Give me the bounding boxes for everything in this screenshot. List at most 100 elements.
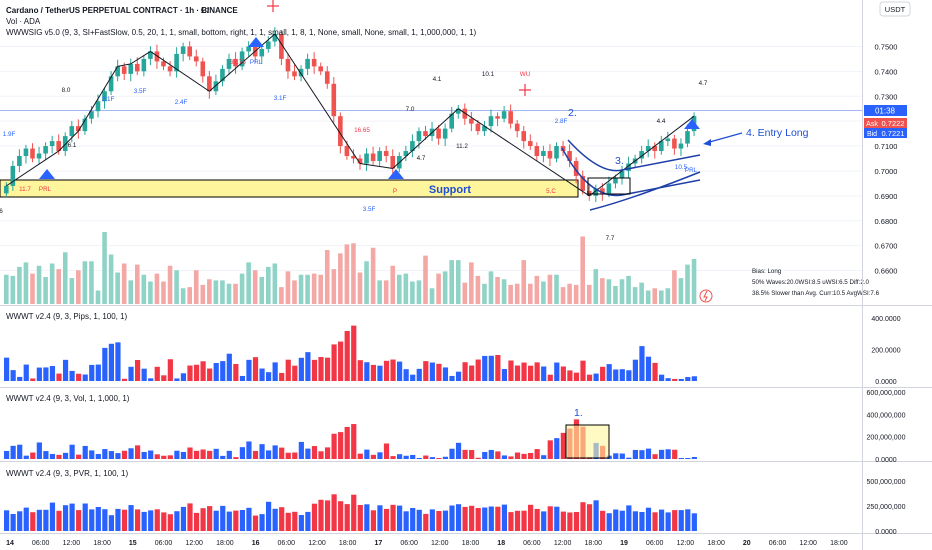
pane-bar [403, 511, 409, 531]
candle [246, 41, 251, 57]
pane-bar [30, 378, 36, 381]
pane-title: WWWT v2.4 (9, 3, PVR, 1, 100, 1) [6, 469, 128, 478]
pane-bar [121, 509, 128, 531]
pane-bar [370, 510, 376, 531]
pane-bar [351, 325, 357, 381]
pane-bar [82, 445, 88, 459]
pane-bar [423, 455, 429, 459]
candle [639, 145, 644, 164]
lightning-icon[interactable] [699, 289, 713, 303]
pane-bar [318, 451, 324, 459]
pane-bar [547, 440, 553, 459]
pane-bar [108, 451, 114, 459]
volume-bar [207, 279, 212, 304]
candle [148, 46, 153, 66]
pane-bar [135, 509, 141, 531]
pane-bar [521, 362, 527, 381]
wave-lines [6, 33, 695, 197]
pane-bar [305, 511, 311, 531]
candle [678, 138, 684, 157]
pane-bar [560, 511, 566, 531]
volume-bar [148, 281, 153, 304]
pane-bar [69, 370, 75, 381]
pane-bar [580, 502, 586, 531]
pane-bar [220, 505, 226, 531]
pane-bar [56, 454, 62, 459]
volume-bar [691, 259, 697, 304]
pane-bar [495, 451, 501, 459]
pane-bar [685, 509, 691, 531]
candle [547, 144, 553, 166]
price-tick-label: 0.7000 [875, 167, 898, 176]
volume-bar [475, 275, 481, 304]
pane-bar [469, 365, 475, 381]
candle [370, 146, 376, 165]
pane-bar [266, 501, 272, 531]
currency-button[interactable]: USDT [879, 1, 911, 17]
pane-bar [233, 363, 239, 381]
pane-bar [272, 508, 278, 531]
wave-label: 4.1 [433, 76, 442, 83]
pane-bar [95, 364, 101, 381]
pane-bar [324, 500, 331, 531]
pane-bar [475, 359, 481, 381]
time-tick-label: 18:00 [339, 540, 357, 547]
wave-segment [6, 150, 59, 187]
candle [659, 135, 664, 155]
wave-segment [588, 115, 695, 197]
time-tick-label: 06:00 [646, 540, 664, 547]
candle [488, 109, 494, 133]
pane-bar [338, 501, 344, 531]
volume-bar [593, 269, 599, 304]
pane-title: WWWT v2.4 (9, 3, Vol, 1, 1,000, 1) [6, 394, 130, 403]
candle [220, 65, 225, 87]
volume-bar [377, 280, 382, 304]
svg-text:Bias: Long: Bias: Long [752, 268, 782, 275]
time-tick-label: 06:00 [400, 540, 418, 547]
volume-bar [233, 283, 238, 304]
volume-bar [547, 274, 553, 304]
pane-bar [514, 452, 521, 459]
volume-bar [285, 271, 291, 304]
pane-bar [410, 454, 416, 459]
time-axis[interactable]: 14 06:00 12:00 18:00 15 06:00 12:00 18:00 16 06:0… [6, 540, 848, 547]
pane-bar [429, 509, 435, 531]
pane-bar [357, 360, 363, 381]
candle [475, 119, 481, 135]
volume-bar [305, 274, 310, 304]
volume-bar [23, 262, 29, 304]
pane-bar [528, 452, 534, 459]
volume-bar [626, 275, 631, 304]
volume-bar [423, 255, 428, 304]
pane-bar [167, 359, 173, 381]
pane-bar [580, 360, 586, 381]
pane-bar [213, 448, 219, 459]
price-tick-label: 0.7300 [875, 92, 898, 101]
pane-bar [344, 426, 350, 459]
pane-bar [4, 450, 10, 459]
wave-segment [359, 162, 393, 169]
candle [528, 134, 533, 150]
pane-bar [606, 513, 612, 531]
pane-bar [416, 509, 422, 531]
time-tick-label: 16 [252, 540, 260, 547]
pane-bar [383, 508, 390, 531]
volume-bar [82, 261, 88, 304]
wave-label: 5.C [546, 188, 556, 195]
pane-bar [678, 378, 684, 381]
wave-label: 4.4 [657, 118, 666, 125]
svg-text:01:38: 01:38 [875, 107, 896, 116]
time-tick-label: 06:00 [769, 540, 787, 547]
pane-bar [298, 515, 304, 531]
candle [554, 142, 559, 163]
wave-segment [77, 66, 119, 132]
wave-label: 5.7 [201, 8, 210, 15]
volume-bar [639, 282, 644, 304]
pane-bar [161, 455, 167, 459]
candle [449, 106, 454, 133]
pane-bar [377, 452, 383, 459]
pane-bar [272, 362, 278, 381]
time-tick-label: 18:00 [830, 540, 848, 547]
stats-panel: Bias: Long 50% Waves:20.0WSI:8.5 uWSI:6.… [752, 268, 880, 297]
